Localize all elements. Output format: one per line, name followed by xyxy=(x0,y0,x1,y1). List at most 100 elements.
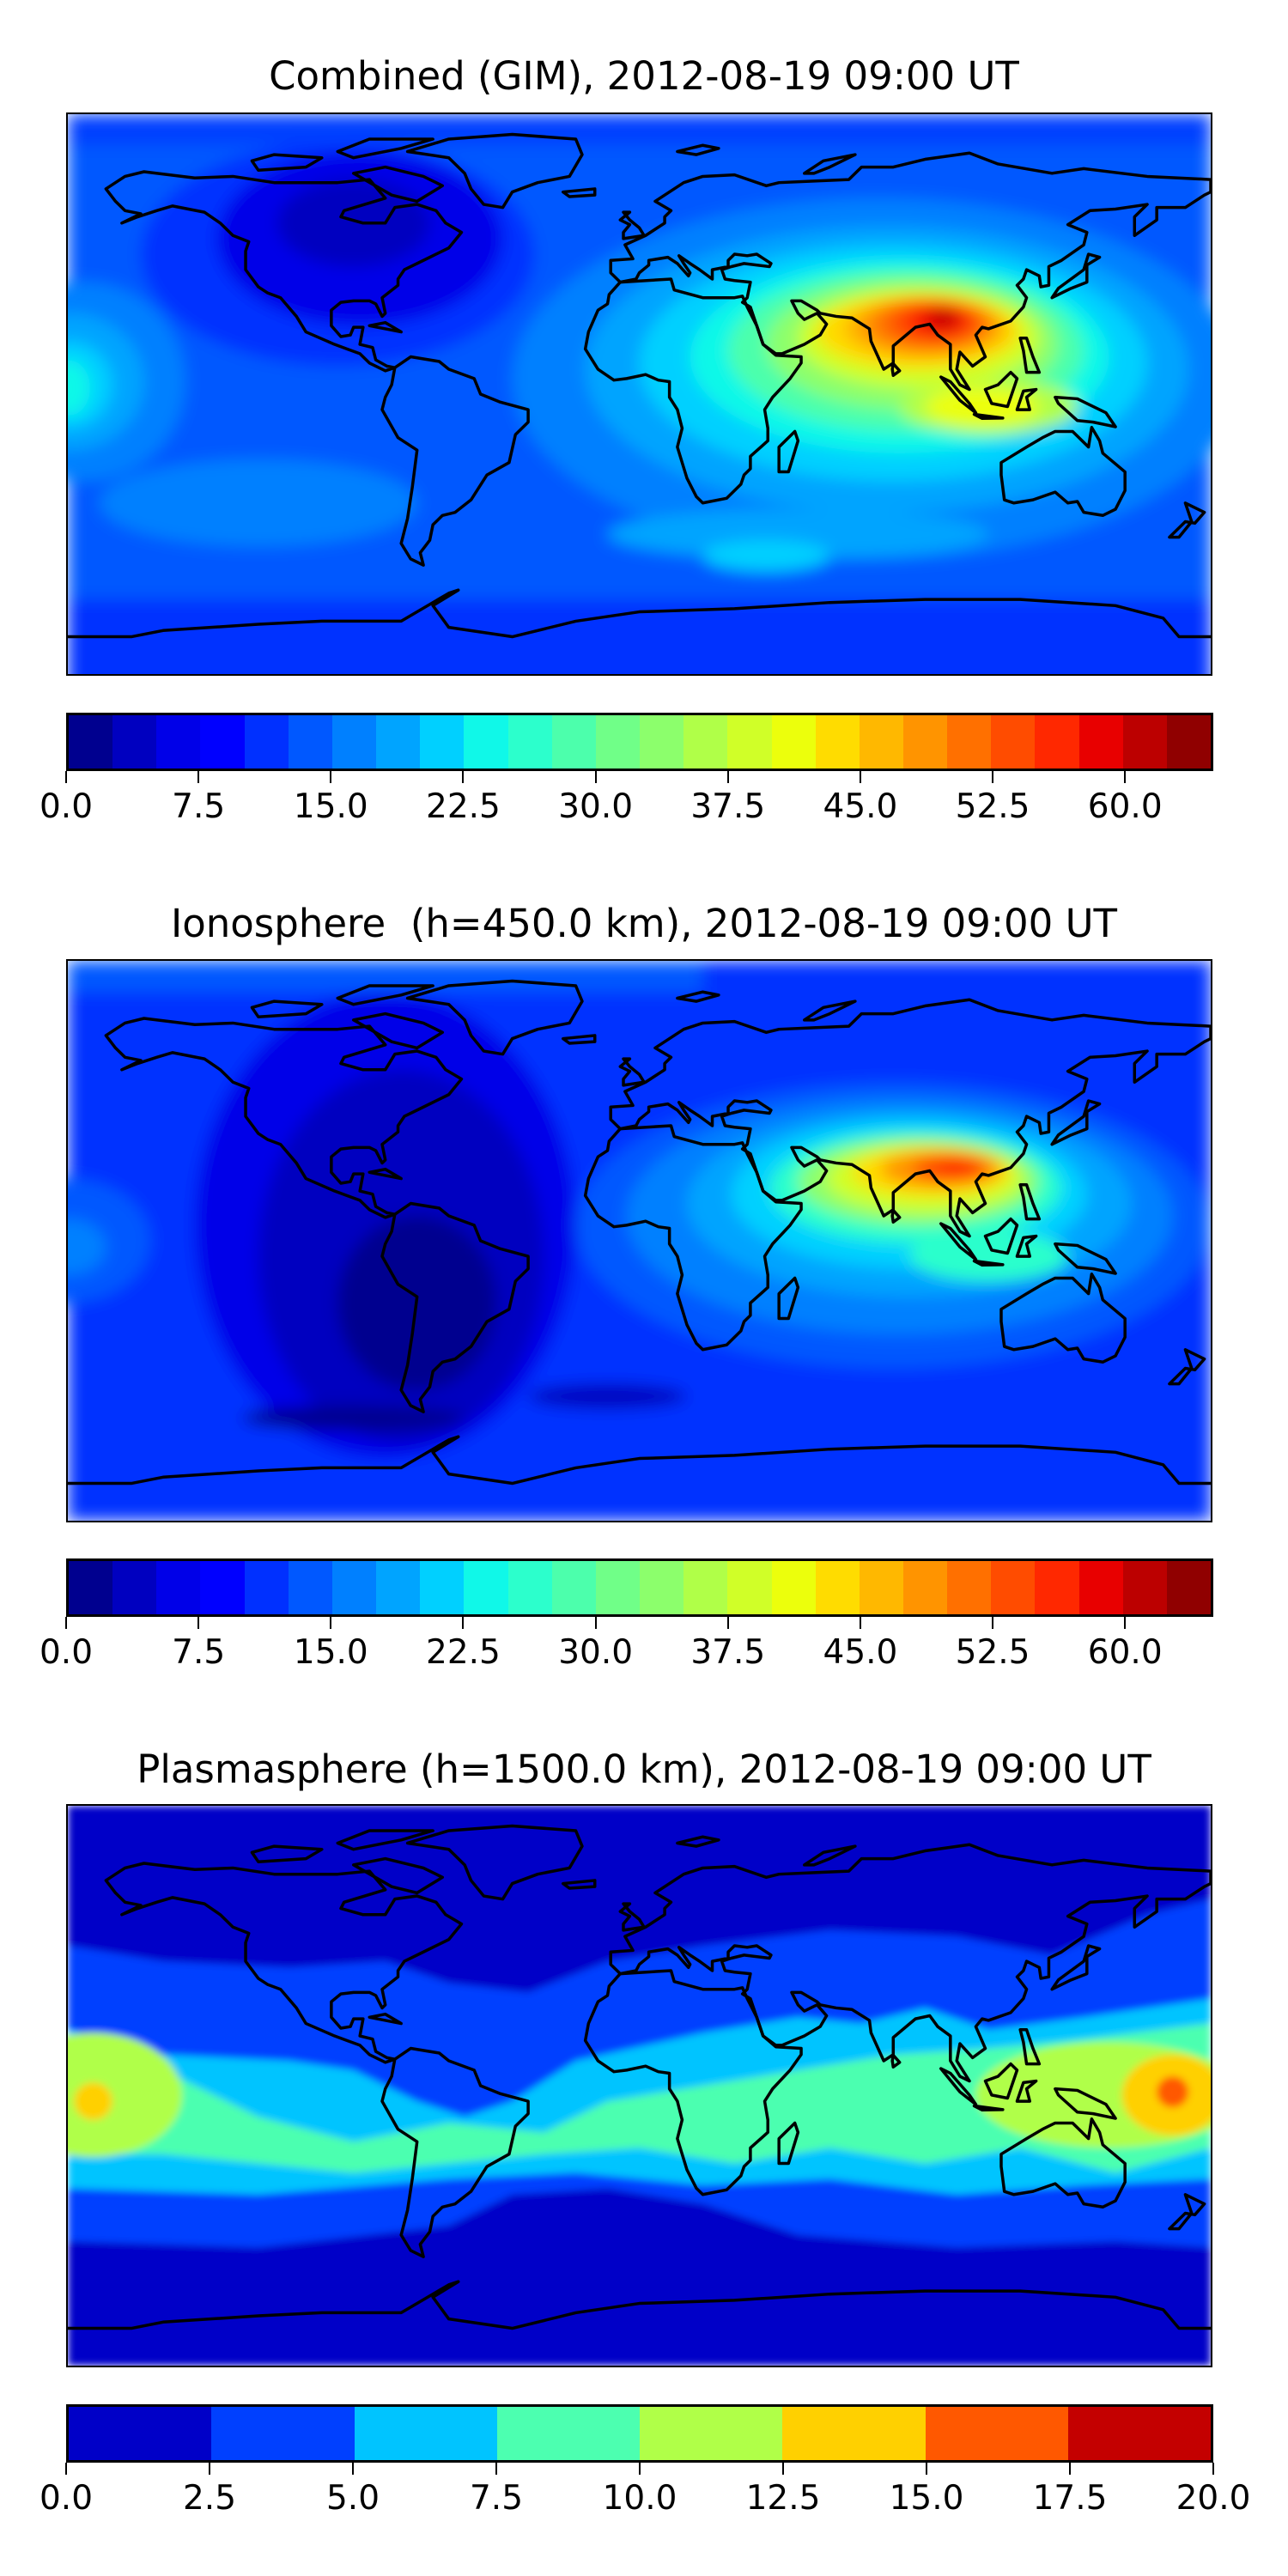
tec-contour-region xyxy=(702,540,830,572)
tec-field xyxy=(68,1806,1211,2366)
coastline-australia xyxy=(1001,1274,1125,1363)
colorbar-swatch xyxy=(464,715,508,769)
coastline-ellesmere xyxy=(337,986,433,1005)
coastline-greenland xyxy=(408,1826,582,1899)
colorbar-tick-mark xyxy=(65,2463,67,2475)
coastline-baffin xyxy=(354,1859,443,1893)
colorbar-swatch xyxy=(112,1561,157,1614)
coastline-iceland xyxy=(563,189,595,197)
coastline-java xyxy=(975,2106,1003,2111)
colorbar-swatch xyxy=(200,1561,245,1614)
colorbar-tick-label: 15.0 xyxy=(293,787,368,826)
coastline-sri-lanka xyxy=(892,1211,900,1223)
coastline-borneo xyxy=(985,2064,1017,2099)
colorbar-tick-label: 15.0 xyxy=(889,2479,964,2518)
coastline-britain xyxy=(620,1059,644,1085)
colorbar-tick-mark xyxy=(859,771,861,783)
colorbar-tick-mark xyxy=(782,2463,784,2475)
colorbar-swatch xyxy=(200,715,245,769)
panel-title-ionosphere: Ionosphere (h=450.0 km), 2012-08-19 09:0… xyxy=(170,901,1118,946)
colorbar-tick-mark xyxy=(197,1617,200,1629)
coastline-java xyxy=(975,1261,1003,1266)
colorbar-swatch xyxy=(640,2407,783,2460)
tec-contour-region xyxy=(99,459,417,547)
tec-contour-region xyxy=(1157,2076,1189,2108)
colorbar-tick-label: 52.5 xyxy=(955,1633,1030,1672)
colorbar-swatch xyxy=(771,715,816,769)
colorbar-tick-mark xyxy=(462,771,465,783)
tec-contour-region xyxy=(68,114,1211,146)
colorbar-swatch xyxy=(1122,715,1167,769)
colorbar-ticks-combined: 0.0 7.5 15.0 22.5 30.0 37.5 45.0 52.5 60.0 xyxy=(39,771,1213,840)
colorbar-tick-label: 7.5 xyxy=(172,787,226,826)
tec-contour-region xyxy=(908,1231,1068,1282)
colorbar-swatch xyxy=(640,715,684,769)
tec-contour-region xyxy=(68,1806,1211,1993)
colorbar-tick-label: 52.5 xyxy=(955,787,1030,826)
colorbar-tick-label: 10.0 xyxy=(602,2479,677,2518)
tec-contour-region xyxy=(68,360,90,416)
coastline-new-guinea xyxy=(1055,2089,1115,2118)
colorbar-tick-label: 60.0 xyxy=(1087,787,1163,826)
colorbar-swatch xyxy=(376,715,421,769)
tec-contour-region xyxy=(607,509,989,559)
coastline-japan xyxy=(1052,1946,1099,1990)
colorbar-swatch xyxy=(551,1561,596,1614)
colorbar-swatch xyxy=(156,715,201,769)
coastline-greenland xyxy=(408,981,582,1054)
colorbar-swatch xyxy=(507,715,552,769)
tec-contour-region xyxy=(68,2032,183,2158)
coastline-ellesmere xyxy=(337,1831,433,1850)
coastline-new-zealand xyxy=(1170,503,1205,538)
coastline-svalbard xyxy=(677,1837,719,1846)
colorbar-tick-label: 0.0 xyxy=(39,2479,94,2518)
coastline-baffin xyxy=(354,1014,443,1048)
colorbar-swatch xyxy=(69,2407,212,2460)
colorbar-swatch xyxy=(496,2407,640,2460)
coastline-sri-lanka xyxy=(892,2056,900,2068)
colorbar-swatch xyxy=(331,1561,377,1614)
coastline-sumatra xyxy=(941,1224,976,1260)
coastline-africa xyxy=(586,1971,801,2195)
colorbar-swatch xyxy=(288,715,332,769)
map-ionosphere xyxy=(66,959,1212,1522)
coastline-britain xyxy=(620,1904,644,1930)
coastline-australia xyxy=(1001,2119,1125,2208)
coastline-borneo xyxy=(985,373,1017,407)
coastline-sri-lanka xyxy=(892,364,900,376)
colorbar-tick-mark xyxy=(926,2463,927,2475)
colorbar-swatch xyxy=(1078,715,1123,769)
colorbar-swatch xyxy=(156,1561,201,1614)
colorbar-plasmasphere xyxy=(66,2404,1213,2463)
coastline-britain xyxy=(620,212,644,239)
colorbar-tick-label: 22.5 xyxy=(426,787,501,826)
coastline-south-america xyxy=(382,2049,528,2257)
coastlines xyxy=(68,981,1211,1484)
panel-title-plasmasphere: Plasmasphere (h=1500.0 km), 2012-08-19 0… xyxy=(137,1747,1151,1792)
colorbar-tick-mark xyxy=(65,1617,67,1629)
colorbar-tick-mark xyxy=(726,771,729,783)
tec-field xyxy=(68,961,1211,1521)
coastline-svalbard xyxy=(677,145,719,155)
coastline-new-guinea xyxy=(1055,398,1115,427)
colorbar-combined xyxy=(66,713,1213,771)
coastline-arctic-island xyxy=(252,155,321,170)
colorbar-tick-label: 15.0 xyxy=(293,1633,368,1672)
colorbar-tick-mark xyxy=(197,771,200,783)
colorbar-swatch xyxy=(925,2407,1068,2460)
colorbar-swatch xyxy=(859,1561,903,1614)
colorbar-tick-mark xyxy=(330,1617,332,1629)
colorbar-swatch xyxy=(1035,1561,1079,1614)
colorbar-tick-mark xyxy=(594,771,597,783)
colorbar-tick-mark xyxy=(594,1617,597,1629)
colorbar-tick-label: 12.5 xyxy=(745,2479,821,2518)
coastline-eurasia xyxy=(611,153,1211,389)
colorbar-tick-mark xyxy=(1124,1617,1127,1629)
tec-contour-region xyxy=(68,961,703,993)
coastline-eurasia xyxy=(611,999,1211,1236)
colorbar-tick-mark xyxy=(726,1617,729,1629)
coastline-philippines xyxy=(1020,2030,1039,2064)
colorbar-swatch xyxy=(112,715,157,769)
coastline-java xyxy=(975,415,1003,419)
colorbar-tick-label: 17.5 xyxy=(1032,2479,1108,2518)
